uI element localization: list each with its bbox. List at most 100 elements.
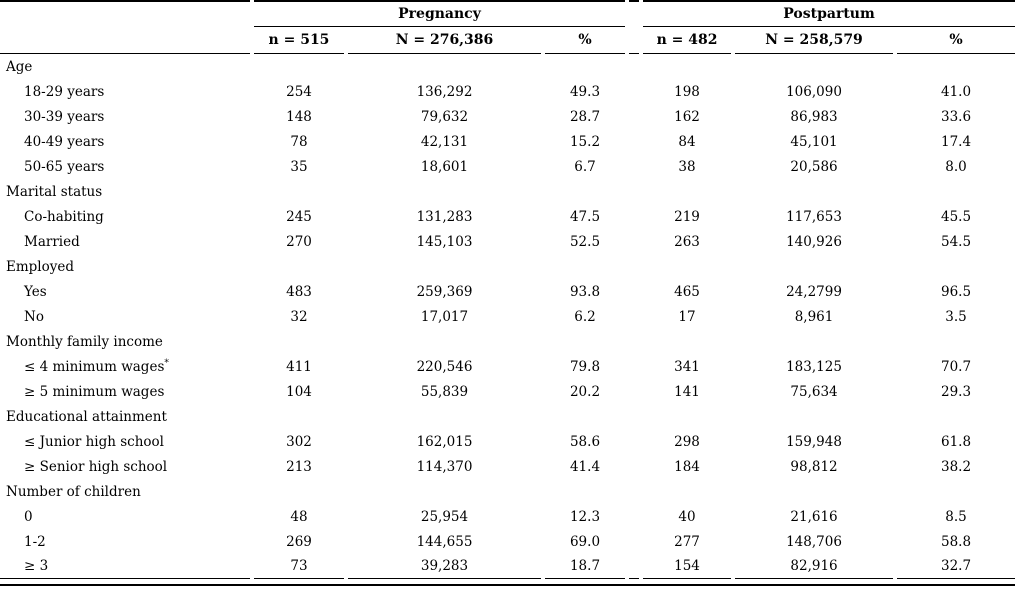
empty-cell: [545, 404, 625, 429]
value-cell: 20.2: [569, 383, 601, 400]
row-label: No: [24, 308, 44, 325]
value-cell: 17.4: [940, 133, 972, 150]
value-cell: 198: [674, 83, 700, 100]
group-header-row: Pregnancy Postpartum: [0, 0, 1015, 54]
value-cell: 341: [674, 358, 700, 375]
section-row: Monthly family income: [0, 329, 1015, 354]
value-cell: 159,948: [786, 433, 842, 450]
section-label: Employed: [6, 258, 75, 275]
value-cell: 15.2: [569, 133, 601, 150]
value-cell: 3.5: [945, 308, 967, 325]
group-spacer: [629, 279, 639, 304]
section-label: Number of children: [6, 483, 141, 500]
empty-cell: [545, 54, 625, 79]
empty-cell: [643, 179, 731, 204]
group-spacer: [629, 379, 639, 404]
group-spacer: [629, 454, 639, 479]
value-cell: 96.5: [940, 283, 972, 300]
value-cell: 24,2799: [786, 283, 842, 300]
value-cell: 48: [290, 508, 308, 525]
value-cell: 162,015: [416, 433, 473, 450]
value-cell: 6.7: [574, 158, 596, 175]
table-row: 18-29 years 254 136,292 49.3 198 106,090 41.0: [0, 79, 1015, 104]
table-row: Yes 483 259,369 93.8 465 24,2799 96.5: [0, 279, 1015, 304]
value-cell: 54.5: [940, 233, 972, 250]
row-label: ≤ 4 minimum wages*: [24, 358, 169, 375]
section-row: Marital status: [0, 179, 1015, 204]
section-label: Marital status: [6, 183, 103, 200]
value-cell: 104: [286, 383, 312, 400]
table-row: Co-habiting 245 131,283 47.5 219 117,653 45.5: [0, 204, 1015, 229]
value-cell: 93.8: [569, 283, 601, 300]
row-label: ≥ 5 minimum wages: [24, 383, 165, 400]
value-cell: 263: [674, 233, 700, 250]
row-label: 50-65 years: [24, 158, 105, 175]
value-cell: 114,370: [416, 458, 473, 475]
postpartum-group-header: Postpartum: [643, 0, 1015, 27]
value-cell: 465: [674, 283, 700, 300]
empty-cell: [545, 329, 625, 354]
group-spacer: [629, 204, 639, 229]
value-cell: 73: [254, 554, 344, 579]
value-cell: 38: [678, 158, 696, 175]
value-cell: 86,983: [790, 108, 838, 125]
row-label: 40-49 years: [24, 133, 105, 150]
table-row: ≥ 5 minimum wages 104 55,839 20.2 141 75,634 2…: [0, 379, 1015, 404]
empty-cell: [643, 479, 731, 504]
value-cell: 18.7: [545, 554, 626, 579]
group-spacer: [629, 429, 639, 454]
value-cell: 84: [678, 133, 696, 150]
value-cell: 98,812: [790, 458, 838, 475]
value-cell: 20,586: [790, 158, 838, 175]
group-spacer: [629, 554, 640, 579]
value-cell: 162: [674, 108, 700, 125]
value-cell: 136,292: [416, 83, 473, 100]
value-cell: 184: [674, 458, 700, 475]
value-cell: 25,954: [420, 508, 469, 525]
group-spacer: [629, 354, 639, 379]
value-cell: 106,090: [786, 83, 842, 100]
value-cell: 33.6: [940, 108, 972, 125]
value-cell: 219: [674, 208, 700, 225]
column-header-row: n = 515 N = 276,386 % n = 482 N = 258,57…: [0, 27, 1015, 54]
empty-cell: [897, 404, 1015, 429]
table-row: ≥ 3 73 39,283 18.7 154 82,916 32.7: [0, 554, 1015, 579]
empty-cell: [545, 179, 625, 204]
value-cell: 483: [286, 283, 312, 300]
empty-cell: [735, 254, 893, 279]
value-cell: 140,926: [786, 233, 842, 250]
empty-cell: [254, 329, 344, 354]
demographics-table: Pregnancy Postpartum n = 515 N = 276,386…: [0, 0, 1015, 579]
value-cell: 55,839: [420, 383, 469, 400]
table-row: No 32 17,017 6.2 17 8,961 3.5: [0, 304, 1015, 329]
value-cell: 302: [286, 433, 312, 450]
empty-cell: [735, 54, 893, 79]
row-label: ≥ Senior high school: [24, 458, 168, 475]
table-row: 50-65 years 35 18,601 6.7 38 20,586 8.0: [0, 154, 1015, 179]
section-row: Employed: [0, 254, 1015, 279]
value-cell: 8.0: [945, 158, 967, 175]
value-cell: 254: [286, 83, 312, 100]
empty-cell: [735, 179, 893, 204]
value-cell: 18,601: [420, 158, 469, 175]
group-spacer: [629, 179, 639, 204]
group-spacer: [629, 104, 639, 129]
value-cell: 39,283: [348, 554, 541, 579]
empty-cell: [897, 179, 1015, 204]
value-cell: 28.7: [569, 108, 601, 125]
empty-cell: [348, 179, 541, 204]
value-cell: 78: [290, 133, 308, 150]
value-cell: 411: [286, 358, 312, 375]
group-spacer: [629, 329, 639, 354]
empty-cell: [254, 479, 344, 504]
value-cell: 154: [643, 554, 732, 579]
postpartum-n-header: n = 482: [643, 27, 732, 54]
value-cell: 32.7: [897, 554, 1015, 579]
group-spacer: [629, 54, 639, 79]
value-cell: 259,369: [416, 283, 473, 300]
section-label: Educational attainment: [6, 408, 167, 425]
section-row: Educational attainment: [0, 404, 1015, 429]
empty-cell: [897, 254, 1015, 279]
